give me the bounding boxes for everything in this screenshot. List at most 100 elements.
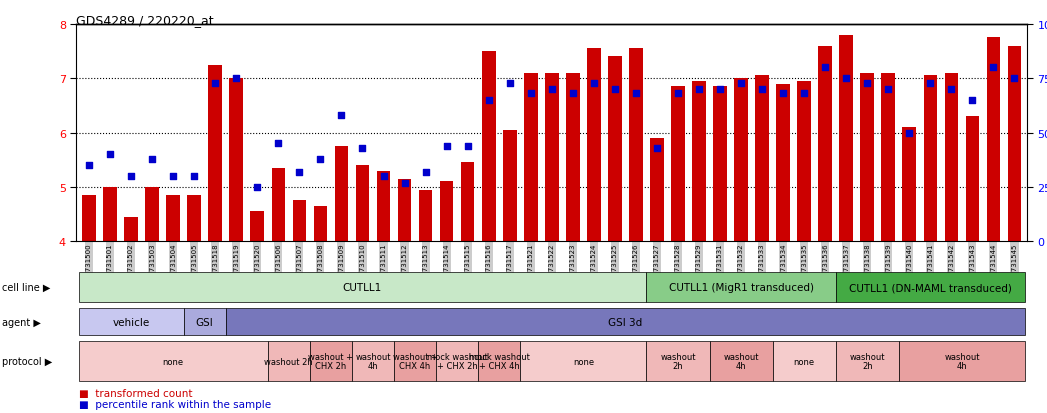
Bar xyxy=(882,74,895,242)
Bar xyxy=(229,79,243,242)
Bar xyxy=(986,38,1000,242)
Bar xyxy=(482,52,495,242)
Bar xyxy=(104,188,117,242)
Point xyxy=(606,87,623,93)
Bar xyxy=(166,195,180,242)
Bar xyxy=(944,74,958,242)
Bar xyxy=(377,171,391,242)
Point xyxy=(648,145,665,152)
Bar xyxy=(840,36,853,242)
Point xyxy=(439,143,455,150)
Point xyxy=(417,169,433,176)
Bar xyxy=(903,128,916,242)
Bar xyxy=(356,166,370,242)
Text: protocol ▶: protocol ▶ xyxy=(2,356,52,366)
Point xyxy=(207,80,224,87)
Point xyxy=(228,76,245,82)
Point xyxy=(627,91,644,97)
Point xyxy=(754,87,771,93)
Point xyxy=(879,87,896,93)
Text: washout +
CHX 2h: washout + CHX 2h xyxy=(309,352,354,370)
Text: CUTLL1 (MigR1 transduced): CUTLL1 (MigR1 transduced) xyxy=(669,282,814,292)
Bar xyxy=(250,212,264,242)
Bar xyxy=(271,169,285,242)
Point xyxy=(249,184,266,191)
Point xyxy=(333,113,350,119)
Bar xyxy=(125,217,138,242)
Point xyxy=(670,91,687,97)
Bar xyxy=(861,74,874,242)
Text: washout 2h: washout 2h xyxy=(265,357,313,366)
Text: agent ▶: agent ▶ xyxy=(2,317,41,327)
Bar xyxy=(608,57,622,242)
Bar xyxy=(650,139,664,242)
Point xyxy=(859,80,875,87)
Bar xyxy=(755,76,768,242)
Bar xyxy=(83,195,96,242)
Text: none: none xyxy=(573,357,594,366)
Bar xyxy=(524,74,537,242)
Point xyxy=(943,87,960,93)
Text: mock washout
+ CHX 4h: mock washout + CHX 4h xyxy=(469,352,530,370)
Bar xyxy=(398,179,411,242)
Bar xyxy=(692,82,706,242)
Bar xyxy=(544,74,559,242)
Bar xyxy=(819,47,832,242)
Text: ■  transformed count: ■ transformed count xyxy=(79,388,192,398)
Text: washout
4h: washout 4h xyxy=(355,352,391,370)
Point xyxy=(712,87,729,93)
Point xyxy=(81,162,97,169)
Bar xyxy=(776,84,790,242)
Point xyxy=(522,91,539,97)
Point xyxy=(354,145,371,152)
Bar xyxy=(671,87,685,242)
Bar xyxy=(208,65,222,242)
Point xyxy=(502,80,518,87)
Point xyxy=(985,65,1002,71)
Point xyxy=(291,169,308,176)
Text: washout
2h: washout 2h xyxy=(849,352,885,370)
Text: vehicle: vehicle xyxy=(112,317,150,327)
Text: GSI 3d: GSI 3d xyxy=(608,317,643,327)
Text: CUTLL1: CUTLL1 xyxy=(342,282,382,292)
Bar xyxy=(713,87,727,242)
Text: GSI: GSI xyxy=(196,317,214,327)
Text: washout
2h: washout 2h xyxy=(661,352,695,370)
Bar xyxy=(798,82,811,242)
Bar xyxy=(734,79,748,242)
Point xyxy=(796,91,812,97)
Point xyxy=(164,173,181,180)
Bar xyxy=(923,76,937,242)
Point xyxy=(564,91,581,97)
Point xyxy=(775,91,792,97)
Bar xyxy=(335,147,349,242)
Bar xyxy=(440,182,453,242)
Bar xyxy=(566,74,580,242)
Point xyxy=(817,65,833,71)
Text: ■  percentile rank within the sample: ■ percentile rank within the sample xyxy=(79,399,271,409)
Bar xyxy=(187,195,201,242)
Bar xyxy=(313,206,328,242)
Bar xyxy=(292,201,306,242)
Bar xyxy=(1007,47,1021,242)
Text: CUTLL1 (DN-MAML transduced): CUTLL1 (DN-MAML transduced) xyxy=(849,282,1011,292)
Point xyxy=(312,156,329,163)
Text: washout +
CHX 4h: washout + CHX 4h xyxy=(393,352,438,370)
Point xyxy=(270,141,287,147)
Point xyxy=(838,76,854,82)
Point xyxy=(481,97,497,104)
Point xyxy=(185,173,202,180)
Point xyxy=(460,143,476,150)
Bar xyxy=(587,49,601,242)
Point xyxy=(102,152,118,158)
Bar xyxy=(146,188,159,242)
Text: none: none xyxy=(162,357,183,366)
Text: mock washout
+ CHX 2h: mock washout + CHX 2h xyxy=(427,352,488,370)
Bar xyxy=(503,131,516,242)
Bar xyxy=(461,163,474,242)
Point xyxy=(964,97,981,104)
Point xyxy=(733,80,750,87)
Point xyxy=(922,80,939,87)
Point xyxy=(375,173,392,180)
Point xyxy=(901,130,918,136)
